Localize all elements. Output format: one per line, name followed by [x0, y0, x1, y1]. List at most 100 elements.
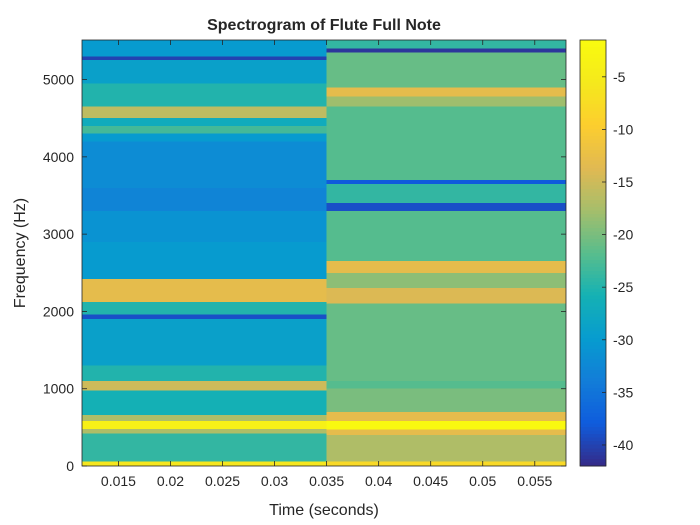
colorbar-swatch — [580, 320, 606, 325]
colorbar-swatch — [580, 107, 606, 112]
colorbar-swatch — [580, 409, 606, 414]
heatmap-cell-seg0-band16 — [82, 133, 327, 142]
colorbar-tick-label: -20 — [613, 227, 633, 243]
colorbar-swatch — [580, 203, 606, 208]
heatmap-cell-seg0-band10 — [82, 302, 327, 315]
y-tick-label: 1000 — [43, 381, 74, 397]
colorbar-swatch — [580, 277, 606, 282]
heatmap-cell-seg1-band0 — [326, 461, 566, 466]
colorbar-swatch — [580, 249, 606, 254]
heatmap-cell-seg0-band22 — [82, 56, 327, 61]
heatmap-cell-seg1-band11 — [326, 210, 566, 262]
heatmap-cell-seg0-band17 — [82, 125, 327, 134]
colorbar-swatch — [580, 324, 606, 329]
colorbar-swatch — [580, 150, 606, 155]
colorbar-swatch — [580, 363, 606, 368]
axes: 0.015 0.02 0.025 0.03 0.035 0.04 0.045 0.05 0.05… — [43, 39, 567, 489]
colorbar-swatch — [580, 235, 606, 240]
colorbar-swatch — [580, 402, 606, 407]
heatmap-cell-seg0-band13 — [82, 210, 327, 242]
colorbar-swatch — [580, 54, 606, 59]
colorbar-swatch — [580, 61, 606, 66]
colorbar-swatch — [580, 68, 606, 73]
colorbar-swatch — [580, 345, 606, 350]
colorbar-swatch — [580, 103, 606, 109]
colorbar-swatch — [580, 210, 606, 215]
colorbar-tick-label: -30 — [613, 332, 633, 348]
heatmap-cell-seg1-band19 — [326, 48, 566, 53]
colorbar-swatch — [580, 217, 606, 222]
heatmap-cell-seg0-band6 — [82, 380, 327, 391]
colorbar-swatch — [580, 434, 606, 439]
heatmap-cell-seg0-band1 — [82, 433, 327, 462]
colorbar-swatch — [580, 96, 606, 101]
x-tick-label: 0.03 — [261, 473, 288, 489]
colorbar-swatch — [580, 157, 606, 162]
heatmap-cell-seg1-band4 — [326, 411, 566, 422]
heatmap-cell-seg0-band5 — [82, 390, 327, 415]
colorbar-swatch — [580, 359, 606, 364]
colorbar-swatch — [580, 419, 606, 424]
heatmap-cell-seg1-band1 — [326, 435, 566, 462]
colorbar-swatch — [580, 281, 606, 286]
colorbar-swatch — [580, 185, 606, 190]
heatmap-cell-seg1-band7 — [326, 303, 566, 381]
colorbar-tick-label: -25 — [613, 279, 633, 295]
colorbar-swatch — [580, 125, 606, 130]
heatmap-cell-seg1-band5 — [326, 388, 566, 412]
heatmap-cell-seg0-band12 — [82, 241, 327, 279]
colorbar-swatch — [580, 355, 606, 361]
colorbar-swatch — [580, 405, 606, 410]
y-tick-label: 0 — [66, 458, 74, 474]
colorbar-swatch — [580, 260, 606, 265]
colorbar-swatch — [580, 199, 606, 204]
colorbar-swatch — [580, 47, 606, 52]
colorbar-swatch — [580, 384, 606, 389]
heatmap-cell-seg0-band2 — [82, 428, 327, 434]
y-axis-label: Frequency (Hz) — [12, 198, 29, 308]
colorbar-swatch — [580, 256, 606, 261]
colorbar-swatch — [580, 196, 606, 201]
colorbar-swatch — [580, 128, 606, 133]
heatmap-cell-seg1-band6 — [326, 380, 566, 389]
heatmap-cell-seg1-band15 — [326, 106, 566, 181]
colorbar-swatch — [580, 40, 606, 45]
colorbar-swatch — [580, 373, 606, 378]
colorbar-swatch — [580, 395, 606, 400]
colorbar-tick-label: -5 — [613, 69, 626, 85]
colorbar-swatch — [580, 292, 606, 297]
colorbar-swatch — [580, 93, 606, 98]
colorbar-swatch — [580, 412, 606, 417]
colorbar-swatch — [580, 132, 606, 137]
heatmap-cell-seg1-band9 — [326, 272, 566, 289]
colorbar-swatch — [580, 43, 606, 48]
colorbar-swatch — [580, 228, 606, 233]
x-tick-label: 0.015 — [101, 473, 136, 489]
colorbar-swatch — [580, 387, 606, 393]
heatmap-cell-seg0-band19 — [82, 106, 327, 119]
colorbar-swatch — [580, 213, 606, 219]
colorbar-tick-label: -35 — [613, 384, 633, 400]
colorbar-swatch — [580, 370, 606, 375]
colorbar-swatch — [580, 171, 606, 176]
colorbar-swatch — [580, 164, 606, 169]
heatmap-cell-seg0-band15 — [82, 141, 327, 188]
colorbar-swatch — [580, 192, 606, 197]
colorbar-swatch — [580, 391, 606, 396]
heatmap-cell-seg1-band8 — [326, 288, 566, 304]
colorbar-swatch — [580, 89, 606, 94]
colorbar-swatch — [580, 451, 606, 456]
heatmap-cell-seg0-band3 — [82, 421, 327, 429]
heatmap-cell-seg0-band18 — [82, 118, 327, 126]
heatmap-cell-seg1-band16 — [326, 96, 566, 107]
colorbar-swatch — [580, 139, 606, 144]
heatmap-cell-seg1-band10 — [326, 261, 566, 273]
colorbar-swatch — [580, 263, 606, 268]
y-tick-label: 5000 — [43, 72, 74, 88]
colorbar-swatch — [580, 167, 606, 172]
colorbar-swatch — [580, 348, 606, 353]
colorbar-swatch — [580, 302, 606, 307]
colorbar-swatch — [580, 331, 606, 336]
heatmap-cell-seg0-band0 — [82, 461, 327, 466]
